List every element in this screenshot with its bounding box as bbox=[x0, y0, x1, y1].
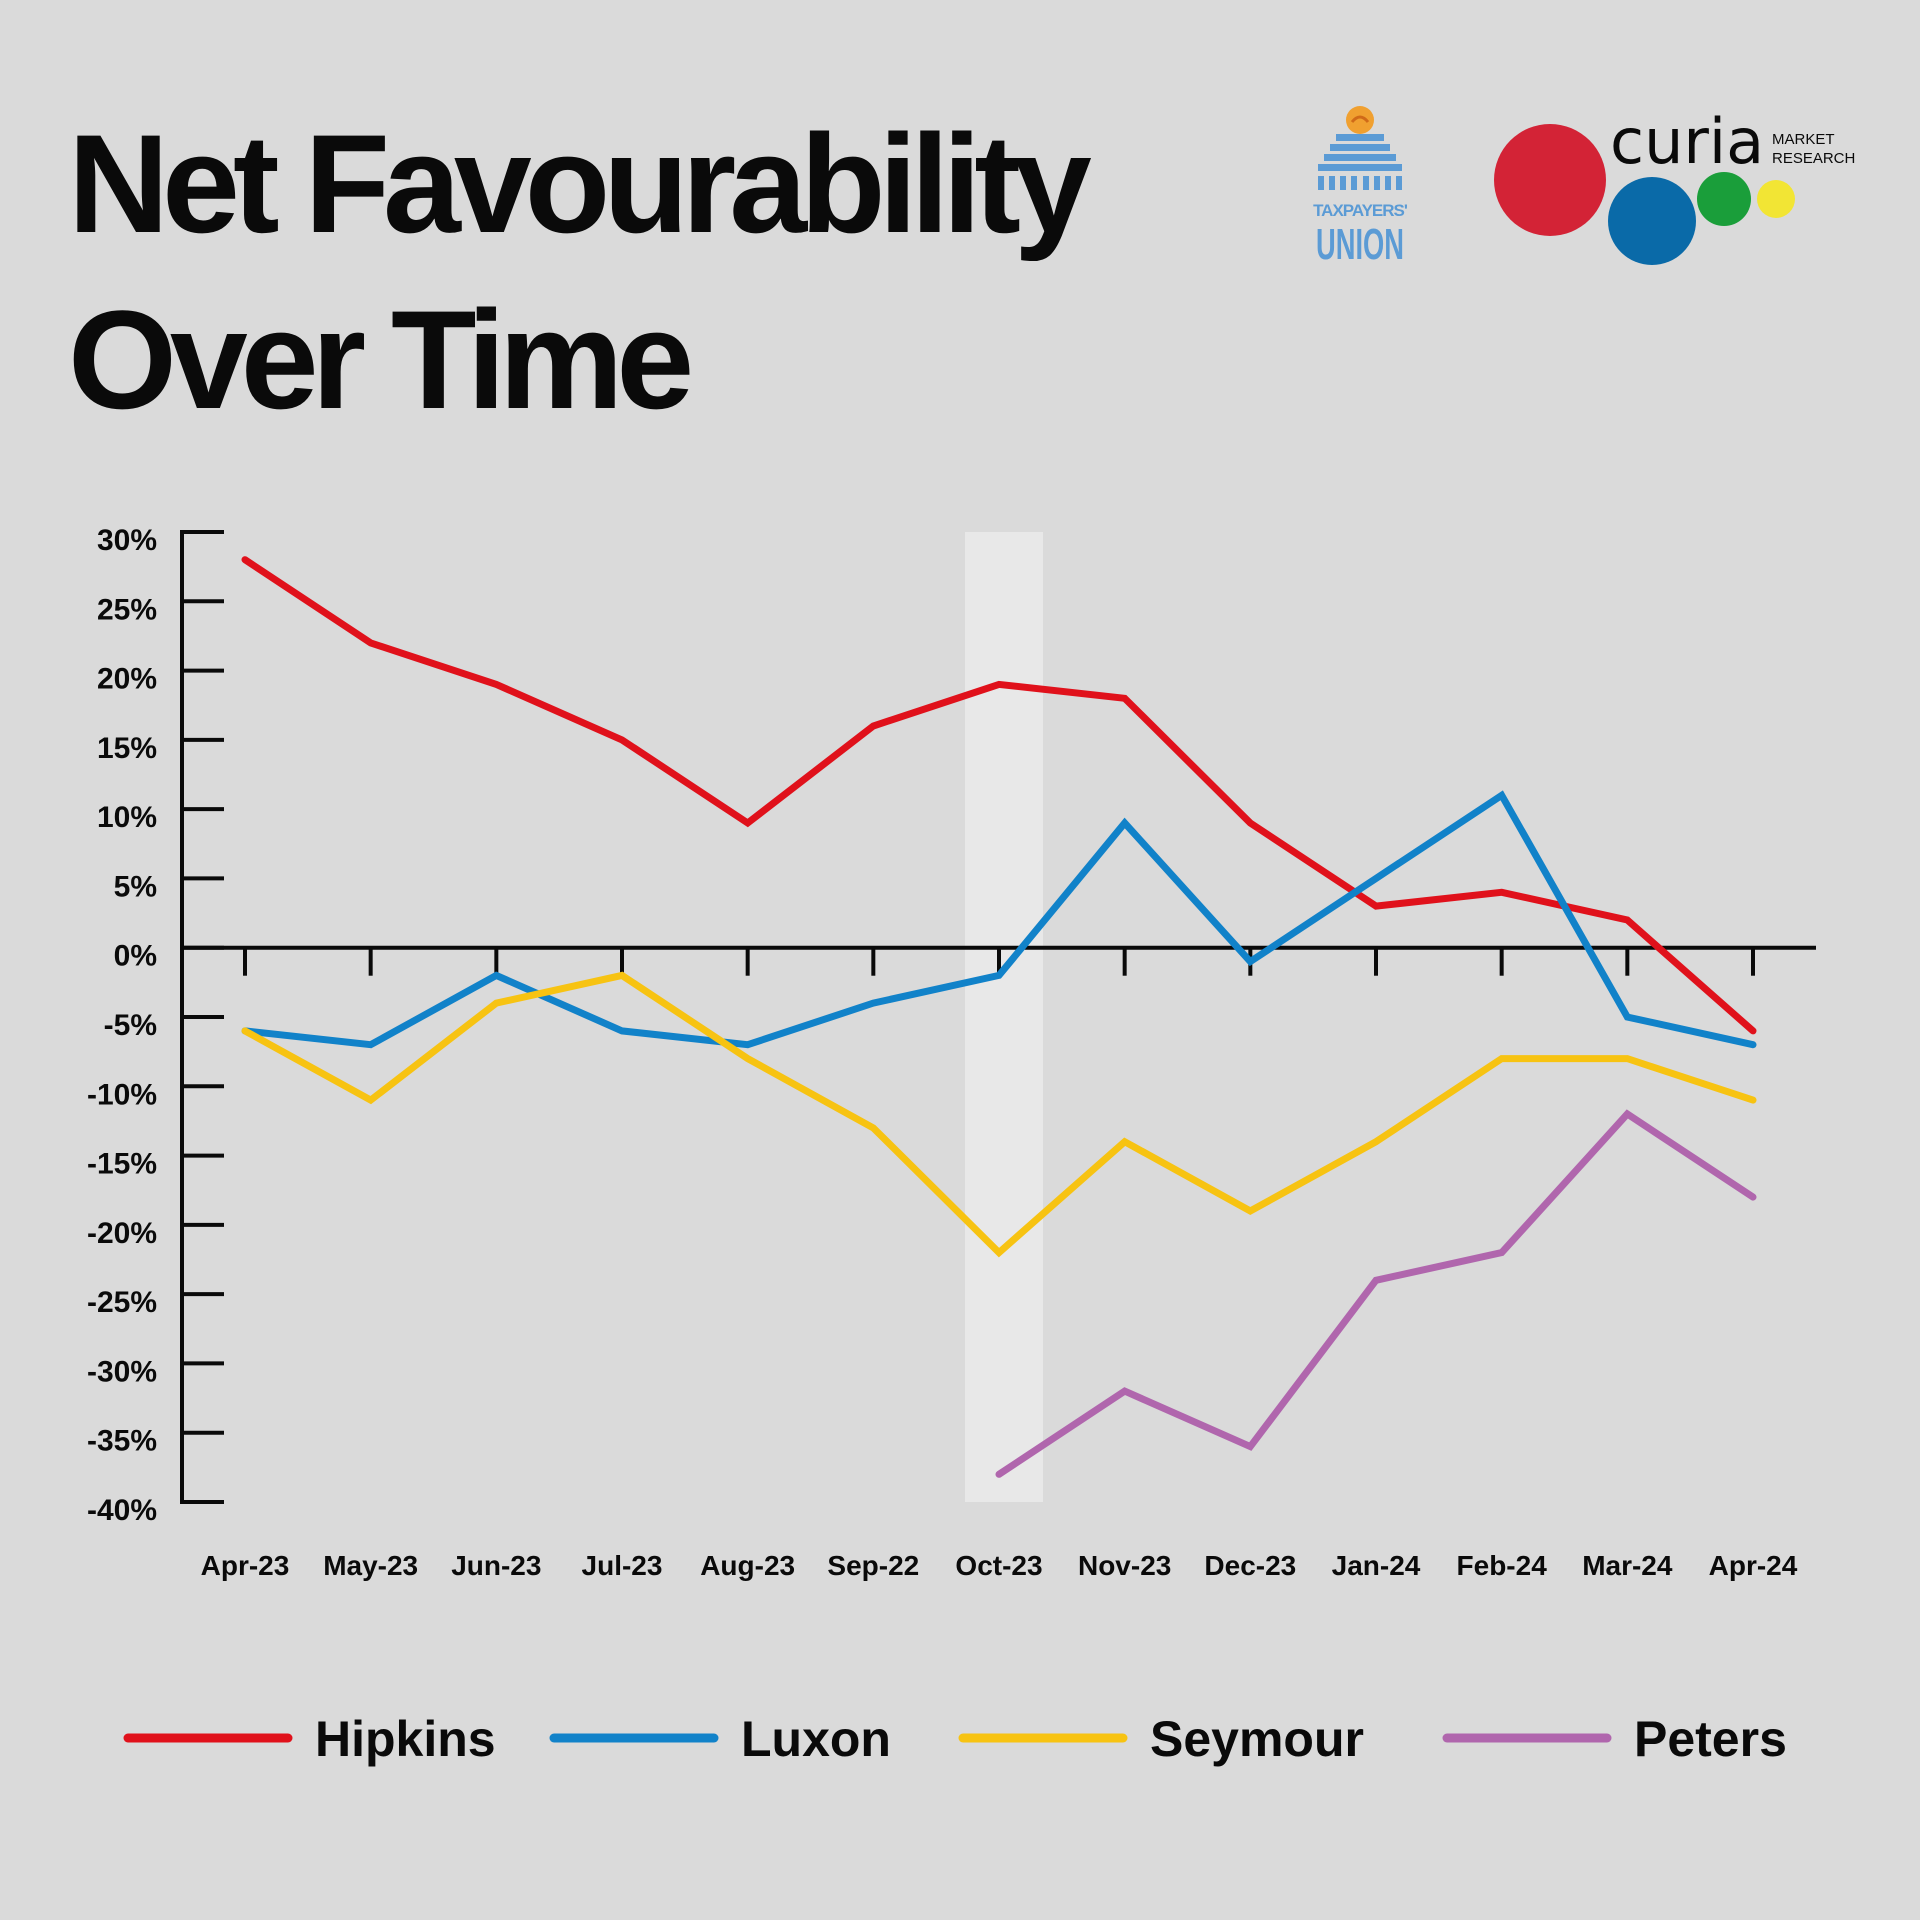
data-point-peters bbox=[1248, 1445, 1252, 1449]
data-point-hipkins bbox=[1751, 1029, 1755, 1033]
data-point-seymour bbox=[243, 1029, 247, 1033]
taxpayers-union-logo: TAXPAYERS' UNION bbox=[1313, 106, 1409, 269]
data-point-seymour bbox=[1123, 1140, 1127, 1144]
data-point-seymour bbox=[871, 1126, 875, 1130]
curia-blue-dot-icon bbox=[1608, 177, 1696, 265]
y-tick-label: 20% bbox=[97, 663, 157, 696]
data-point-peters bbox=[1625, 1112, 1629, 1116]
x-tick-label: Nov-23 bbox=[1078, 1550, 1171, 1581]
y-tick-label: -30% bbox=[87, 1355, 157, 1388]
data-point-luxon bbox=[620, 1029, 624, 1033]
data-point-hipkins bbox=[243, 558, 247, 562]
data-point-luxon bbox=[997, 973, 1001, 977]
data-point-luxon bbox=[494, 973, 498, 977]
curia-red-dot-icon bbox=[1494, 124, 1606, 236]
data-point-hipkins bbox=[871, 724, 875, 728]
curia-logo: curia MARKET RESEARCH bbox=[1494, 108, 1855, 265]
data-point-peters bbox=[997, 1472, 1001, 1476]
data-point-hipkins bbox=[1500, 890, 1504, 894]
x-tick-label: Apr-23 bbox=[201, 1550, 290, 1581]
data-point-hipkins bbox=[494, 682, 498, 686]
legend-label-luxon: Luxon bbox=[741, 1711, 891, 1767]
data-point-luxon bbox=[1751, 1043, 1755, 1047]
data-point-seymour bbox=[1374, 1140, 1378, 1144]
highlight-band bbox=[965, 532, 1043, 1502]
x-tick-label: Dec-23 bbox=[1204, 1550, 1296, 1581]
x-tick-label: Mar-24 bbox=[1582, 1550, 1673, 1581]
legend-label-peters: Peters bbox=[1634, 1711, 1787, 1767]
y-tick-label: -40% bbox=[87, 1494, 157, 1527]
y-tick-label: -25% bbox=[87, 1286, 157, 1319]
y-tick-label: -15% bbox=[87, 1148, 157, 1181]
x-tick-label: Feb-24 bbox=[1457, 1550, 1548, 1581]
data-point-luxon bbox=[746, 1043, 750, 1047]
series-line-peters bbox=[995, 1109, 1757, 1478]
x-tick-label: Sep-22 bbox=[827, 1550, 919, 1581]
data-point-seymour bbox=[1751, 1098, 1755, 1102]
title-line-1: Net Favourability bbox=[68, 105, 1092, 262]
data-point-seymour bbox=[1248, 1209, 1252, 1213]
data-point-seymour bbox=[369, 1098, 373, 1102]
page-title: Net Favourability Over Time bbox=[68, 96, 1092, 448]
y-tick-label: -10% bbox=[87, 1078, 157, 1111]
taxpayers-union-line1: TAXPAYERS' bbox=[1313, 201, 1408, 220]
data-point-seymour bbox=[620, 973, 624, 977]
y-tick-label: -20% bbox=[87, 1217, 157, 1250]
data-point-seymour bbox=[1500, 1057, 1504, 1061]
data-point-seymour bbox=[494, 1001, 498, 1005]
data-point-seymour bbox=[997, 1251, 1001, 1255]
data-point-luxon bbox=[1500, 793, 1504, 797]
taxpayers-union-dome-icon bbox=[1346, 106, 1374, 134]
data-point-hipkins bbox=[1625, 918, 1629, 922]
y-tick-label: -5% bbox=[104, 1009, 157, 1042]
y-tick-label: -35% bbox=[87, 1425, 157, 1458]
data-point-hipkins bbox=[997, 682, 1001, 686]
taxpayers-union-line2: UNION bbox=[1316, 220, 1404, 269]
title-line-2: Over Time bbox=[68, 281, 694, 438]
legend-label-seymour: Seymour bbox=[1150, 1711, 1364, 1767]
data-point-peters bbox=[1123, 1389, 1127, 1393]
data-point-peters bbox=[1374, 1278, 1378, 1282]
x-tick-label: Jan-24 bbox=[1332, 1550, 1421, 1581]
data-point-luxon bbox=[1248, 960, 1252, 964]
data-point-luxon bbox=[871, 1001, 875, 1005]
x-tick-label: May-23 bbox=[323, 1550, 418, 1581]
x-tick-label: Jun-23 bbox=[451, 1550, 541, 1581]
y-tick-label: 30% bbox=[97, 524, 157, 557]
x-tick-label: Apr-24 bbox=[1709, 1550, 1798, 1581]
data-point-hipkins bbox=[746, 821, 750, 825]
data-point-luxon bbox=[1625, 1015, 1629, 1019]
y-tick-label: 10% bbox=[97, 801, 157, 834]
data-point-seymour bbox=[1625, 1057, 1629, 1061]
data-point-peters bbox=[1500, 1251, 1504, 1255]
legend-label-hipkins: Hipkins bbox=[315, 1711, 496, 1767]
data-point-hipkins bbox=[1248, 821, 1252, 825]
data-point-luxon bbox=[369, 1043, 373, 1047]
data-point-hipkins bbox=[1123, 696, 1127, 700]
curia-yellow-dot-icon bbox=[1757, 180, 1795, 218]
curia-tagline-1: MARKET bbox=[1772, 131, 1835, 148]
curia-tagline-2: RESEARCH bbox=[1772, 150, 1855, 167]
data-point-peters bbox=[1751, 1195, 1755, 1199]
y-tick-label: 25% bbox=[97, 593, 157, 626]
data-point-luxon bbox=[1374, 876, 1378, 880]
x-tick-label: Jul-23 bbox=[582, 1550, 663, 1581]
y-tick-label: 0% bbox=[114, 940, 157, 973]
x-tick-label: Oct-23 bbox=[955, 1550, 1042, 1581]
data-point-hipkins bbox=[620, 738, 624, 742]
data-point-hipkins bbox=[1374, 904, 1378, 908]
data-point-hipkins bbox=[369, 641, 373, 645]
data-point-luxon bbox=[1123, 821, 1127, 825]
y-tick-label: 15% bbox=[97, 732, 157, 765]
data-point-seymour bbox=[746, 1057, 750, 1061]
x-tick-label: Aug-23 bbox=[700, 1550, 795, 1581]
y-tick-label: 5% bbox=[114, 870, 157, 903]
curia-wordmark: curia bbox=[1610, 108, 1764, 178]
taxpayers-union-building-icon bbox=[1318, 134, 1402, 190]
curia-green-dot-icon bbox=[1697, 172, 1751, 226]
